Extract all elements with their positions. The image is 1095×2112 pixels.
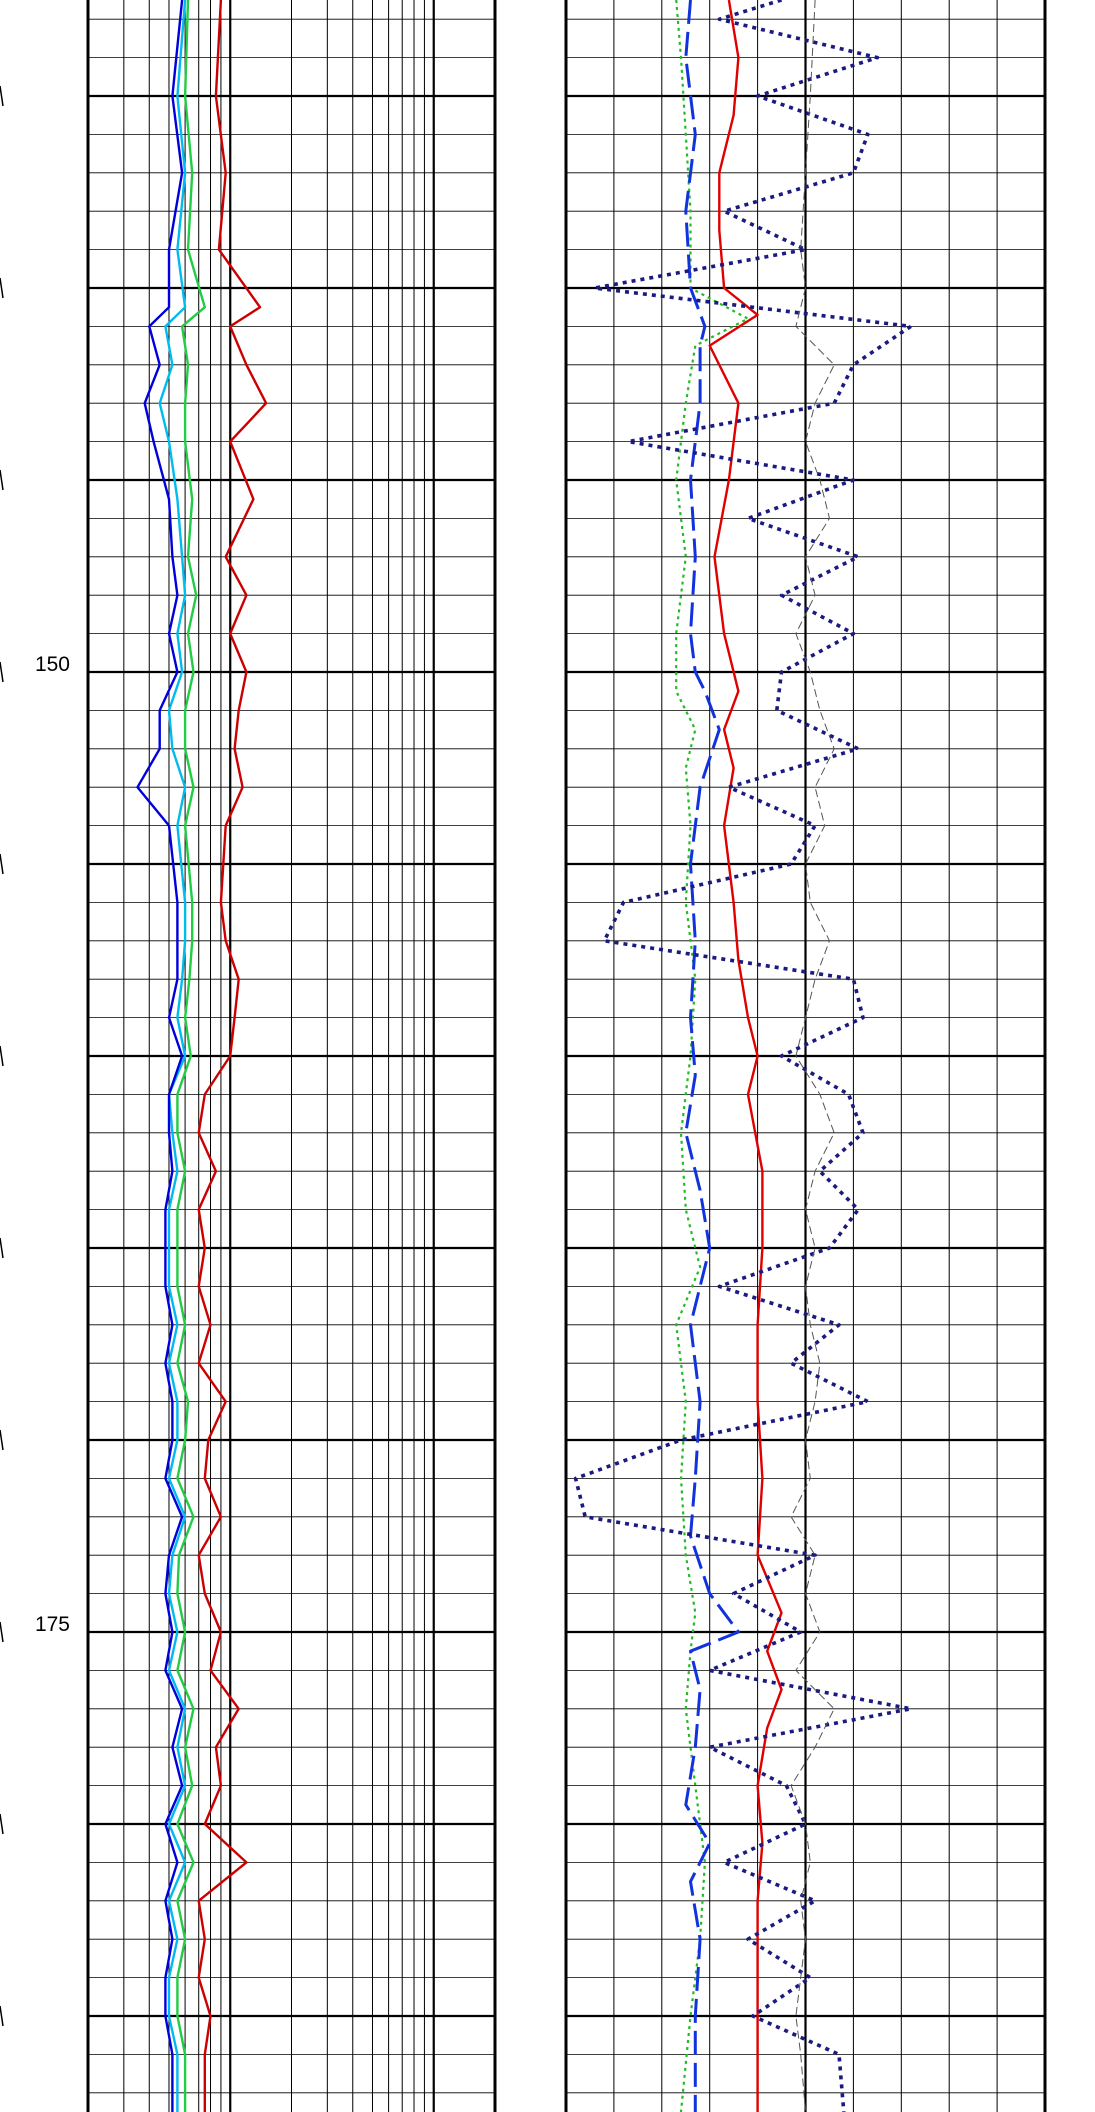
log-curve-resistivity-0 xyxy=(197,0,268,2112)
depth-label: 150 xyxy=(35,653,70,676)
edge-tick xyxy=(0,2005,4,2027)
log-curves xyxy=(136,0,913,2112)
log-curve-porosity-4 xyxy=(708,0,783,2112)
edge-tick xyxy=(0,469,4,491)
resistivity-track-grid xyxy=(86,0,497,2112)
log-curve-porosity-7 xyxy=(573,0,913,2112)
depth-label: 175 xyxy=(35,1613,70,1636)
edge-tick xyxy=(0,1813,4,1835)
edge-tick xyxy=(0,853,4,875)
edge-tick xyxy=(0,1429,4,1451)
depth-axis: 150 175 xyxy=(0,85,70,2027)
edge-tick xyxy=(0,277,4,299)
edge-tick xyxy=(0,1237,4,1259)
edge-tick xyxy=(0,661,4,683)
log-curve-resistivity-2 xyxy=(176,0,207,2112)
log-curve-porosity-5 xyxy=(675,0,750,2112)
log-curve-resistivity-1 xyxy=(158,0,187,2112)
edge-tick xyxy=(0,1621,4,1643)
log-curve-resistivity-3 xyxy=(136,0,184,2112)
edge-tick xyxy=(0,1045,4,1067)
edge-tick xyxy=(0,85,4,107)
porosity-track-grid xyxy=(564,0,1047,2112)
log-curve-porosity-8 xyxy=(790,0,835,2112)
log-curve-porosity-6 xyxy=(684,0,740,2112)
